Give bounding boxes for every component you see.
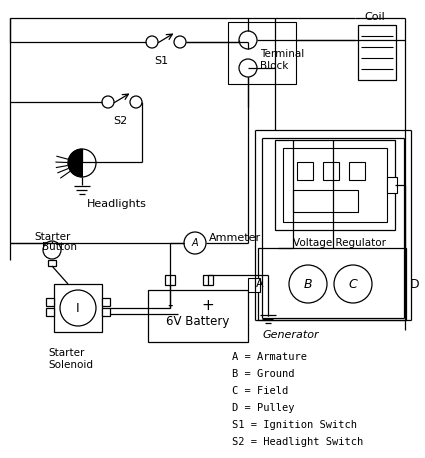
Circle shape xyxy=(68,149,96,177)
Text: Coil: Coil xyxy=(365,12,385,22)
Text: A: A xyxy=(256,279,264,289)
Text: Button: Button xyxy=(42,242,77,252)
Circle shape xyxy=(174,36,186,48)
Circle shape xyxy=(184,232,206,254)
Bar xyxy=(323,162,339,180)
Bar xyxy=(48,260,56,266)
Text: A: A xyxy=(192,238,198,248)
Text: Terminal: Terminal xyxy=(260,49,304,59)
Bar xyxy=(203,275,213,285)
Text: S2: S2 xyxy=(113,116,127,126)
Bar xyxy=(148,290,248,342)
Text: A = Armature: A = Armature xyxy=(232,352,307,362)
Bar xyxy=(275,140,395,230)
Text: Starter: Starter xyxy=(34,232,71,242)
Circle shape xyxy=(334,265,372,303)
Text: D: D xyxy=(410,278,419,290)
Bar xyxy=(228,22,296,84)
Text: Solenoid: Solenoid xyxy=(48,360,93,370)
Text: S2 = Headlight Switch: S2 = Headlight Switch xyxy=(232,437,363,447)
Text: B: B xyxy=(304,278,312,290)
Bar xyxy=(297,162,313,180)
Text: -: - xyxy=(167,298,173,312)
Text: S1 = Ignition Switch: S1 = Ignition Switch xyxy=(232,420,357,430)
Text: S1: S1 xyxy=(154,56,168,66)
Circle shape xyxy=(60,290,96,326)
Circle shape xyxy=(239,31,257,49)
Circle shape xyxy=(102,96,114,108)
Circle shape xyxy=(146,36,158,48)
Bar xyxy=(46,308,54,316)
Text: Block: Block xyxy=(260,61,289,71)
Bar xyxy=(102,308,110,316)
Bar xyxy=(102,298,110,306)
Text: +: + xyxy=(201,298,214,312)
Text: I: I xyxy=(76,301,80,315)
Bar xyxy=(46,298,54,306)
Bar xyxy=(387,177,397,193)
Polygon shape xyxy=(68,149,82,177)
Text: 6V Battery: 6V Battery xyxy=(166,316,230,328)
Text: B = Ground: B = Ground xyxy=(232,369,295,379)
Text: Ammeter: Ammeter xyxy=(209,233,261,243)
Circle shape xyxy=(289,265,327,303)
Circle shape xyxy=(43,241,61,259)
Circle shape xyxy=(130,96,142,108)
Bar xyxy=(358,25,396,80)
Bar xyxy=(248,278,260,292)
Text: D = Pulley: D = Pulley xyxy=(232,403,295,413)
Bar xyxy=(349,162,365,180)
Text: Starter: Starter xyxy=(48,348,85,358)
Text: Voltage Regulator: Voltage Regulator xyxy=(294,238,386,248)
Text: Headlights: Headlights xyxy=(87,199,147,209)
Bar xyxy=(258,248,406,320)
Text: C = Field: C = Field xyxy=(232,386,288,396)
Text: Generator: Generator xyxy=(263,330,320,340)
Text: C: C xyxy=(348,278,357,290)
Bar xyxy=(283,148,387,222)
Circle shape xyxy=(239,59,257,77)
Bar xyxy=(293,190,358,212)
Bar xyxy=(165,275,175,285)
Bar xyxy=(54,284,102,332)
